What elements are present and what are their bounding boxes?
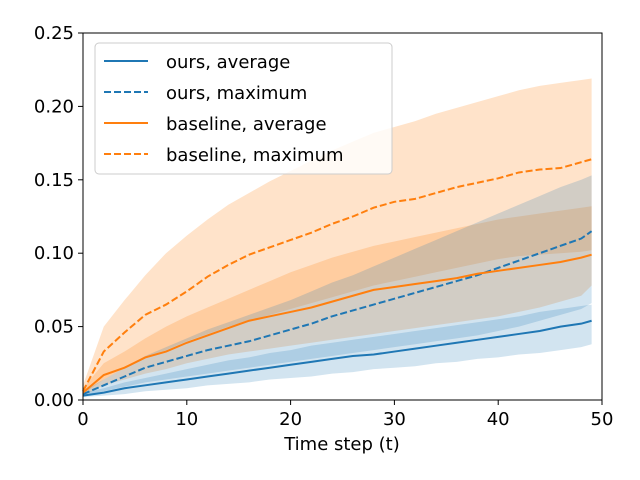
band-ours-maximum bbox=[83, 175, 592, 396]
band-ours-average bbox=[83, 304, 592, 398]
x-axis-label: Time step (t) bbox=[283, 434, 400, 455]
plot-frame bbox=[82, 32, 603, 401]
y-tick-label: 0.20 bbox=[34, 96, 74, 117]
y-tick-label: 0.00 bbox=[34, 390, 74, 411]
legend-label-baseline-maximum: baseline, maximum bbox=[166, 145, 344, 166]
x-tick-label: 0 bbox=[77, 409, 88, 430]
x-tick-label: 30 bbox=[383, 409, 406, 430]
y-tick-label: 0.05 bbox=[34, 317, 74, 338]
x-tick-label: 50 bbox=[591, 409, 614, 430]
x-tick-label: 20 bbox=[279, 409, 302, 430]
x-axis: 0 10 20 30 40 50 bbox=[77, 400, 613, 430]
line-baseline-average bbox=[82, 253, 592, 394]
legend-box bbox=[94, 42, 393, 175]
y-tick-label: 0.15 bbox=[34, 170, 74, 191]
legend-label-ours-average: ours, average bbox=[166, 52, 290, 73]
line-ours-maximum bbox=[82, 230, 593, 396]
legend: ours, average ours, maximum baseline, aver… bbox=[94, 42, 393, 175]
y-tick-label: 0.25 bbox=[34, 23, 74, 44]
band-baseline-maximum bbox=[83, 78, 592, 395]
legend-label-ours-maximum: ours, maximum bbox=[166, 83, 307, 104]
y-tick-label: 0.10 bbox=[34, 243, 74, 264]
x-tick-label: 40 bbox=[487, 409, 510, 430]
series-lines bbox=[82, 158, 593, 397]
y-axis: 0.00 0.05 0.10 0.15 0.20 0.25 bbox=[34, 23, 83, 411]
legend-label-baseline-average: baseline, average bbox=[166, 114, 327, 135]
line-ours-average bbox=[82, 319, 592, 397]
x-tick-label: 10 bbox=[175, 409, 198, 430]
